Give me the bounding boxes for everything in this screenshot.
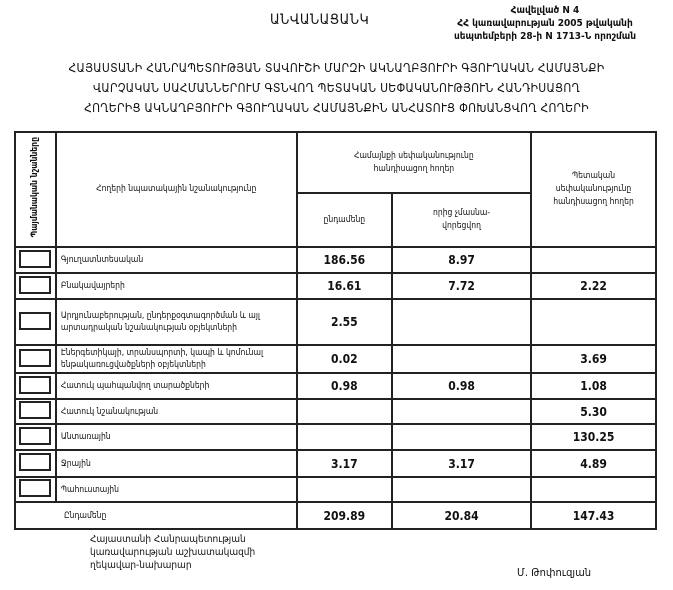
totals-state: 147.43 xyxy=(530,501,657,530)
legend-box-icon xyxy=(19,401,52,419)
document-heading: ՀԱՅԱՍՏԱՆԻ ՀԱՆՐԱՊԵՏՈՒԹՅԱՆ ՏԱՎՈՒՇԻ ՄԱՐԶԻ Ա… xyxy=(0,58,673,118)
of-which-value xyxy=(391,398,533,425)
row-label: Էներգետիկայի, տրանսպորտի, կապի և կոմունա… xyxy=(54,344,298,374)
community-total-value: 2.55 xyxy=(295,298,394,346)
table-row: Հատուկ նշանակության 5.30 xyxy=(14,398,657,425)
header-of-which: որից չմասնա-վորեցվող xyxy=(391,192,533,248)
community-total-value: 16.61 xyxy=(295,272,394,300)
table-row: Ջրային 3.17 3.17 4.89 xyxy=(14,449,657,478)
annex-line: սեպտեմբերի 28-ի N 1713-Ն որոշման xyxy=(453,31,637,42)
table-row: Արդյունաբերության, ընդերքօգտագործման և ա… xyxy=(14,298,657,346)
state-value xyxy=(530,246,657,274)
row-label: Արդյունաբերության, ընդերքօգտագործման և ա… xyxy=(54,298,298,346)
of-which-value: 7.72 xyxy=(391,272,533,300)
state-value: 1.08 xyxy=(530,372,657,400)
legend-symbol-cell xyxy=(14,298,57,346)
state-value: 2.22 xyxy=(530,272,657,300)
totals-community: 209.89 xyxy=(295,501,394,530)
state-value: 4.89 xyxy=(530,449,657,478)
header-symbols: Պայմանական նշանները xyxy=(14,131,57,248)
state-value: 5.30 xyxy=(530,398,657,425)
signatory-name: Մ. Թոփուզյան xyxy=(517,566,591,579)
of-which-value xyxy=(391,423,533,451)
community-total-value: 3.17 xyxy=(295,449,394,478)
legend-box-icon xyxy=(19,375,52,394)
of-which-value xyxy=(391,344,533,374)
row-label: Անտառային xyxy=(54,423,298,451)
of-which-value xyxy=(391,298,533,346)
community-total-value xyxy=(295,423,394,451)
table-row: Գյուղատնտեսական 186.56 8.97 xyxy=(14,246,657,274)
heading-line: ՀՈՂԵՐԻՑ ԱԿՆԱՂԲՅՈՒՐԻ ԳՅՈՒՂԱԿԱՆ ՀԱՄԱՅՆՔԻՆ … xyxy=(84,101,589,115)
document-title: ԱՆՎԱՆԱՑԱՆԿ xyxy=(270,12,370,28)
legend-symbol-cell xyxy=(14,272,57,300)
table-row: Բնակավայրերի 16.61 7.72 2.22 xyxy=(14,272,657,300)
table-row: Անտառային 130.25 xyxy=(14,423,657,451)
legend-box-icon xyxy=(19,453,52,471)
annex-reference: Հավելված N 4 ՀՀ կառավարության 2005 թվակա… xyxy=(420,4,670,43)
community-total-value: 186.56 xyxy=(295,246,394,274)
legend-symbol-cell xyxy=(14,398,57,425)
totals-row: Ընդամենը 209.89 20.84 147.43 xyxy=(14,501,657,530)
position-line: կառավարության աշխատակազմի xyxy=(90,547,256,558)
legend-symbol-cell xyxy=(14,246,57,274)
state-value: 130.25 xyxy=(530,423,657,451)
position-line: Հայաստանի Հանրապետության xyxy=(90,534,246,545)
annex-line: Հավելված N 4 xyxy=(510,5,580,16)
heading-line: ՎԱՐՉԱԿԱՆ ՍԱՀՄԱՆՆԵՐՈՒՄ ԳՏՆՎՈՂ ՊԵՏԱԿԱՆ ՍԵՓ… xyxy=(92,81,581,95)
legend-symbol-cell xyxy=(14,476,57,503)
header-state: Պետական սեփականությունը հանդիսացող հողեր xyxy=(530,131,657,248)
table-row: Պահուստային xyxy=(14,476,657,503)
annex-line: ՀՀ կառավարության 2005 թվականի xyxy=(457,18,633,29)
community-total-value: 0.98 xyxy=(295,372,394,400)
legend-box-icon xyxy=(19,348,52,367)
signatory-position: Հայաստանի Հանրապետության կառավարության ա… xyxy=(90,533,255,572)
heading-line: ՀԱՅԱՍՏԱՆԻ ՀԱՆՐԱՊԵՏՈՒԹՅԱՆ ՏԱՎՈՒՇԻ ՄԱՐԶԻ Ա… xyxy=(68,61,605,75)
header-total: ընդամենը xyxy=(295,192,394,248)
legend-symbol-cell xyxy=(14,423,57,451)
community-total-value xyxy=(295,398,394,425)
header-community-group: Համայնքի սեփականությունը հանդիսացող հողե… xyxy=(295,130,533,195)
of-which-value: 3.17 xyxy=(391,449,533,478)
row-label: Պահուստային xyxy=(54,476,298,503)
legend-box-icon xyxy=(19,275,52,294)
of-which-value: 0.98 xyxy=(391,372,533,400)
legend-symbol-cell xyxy=(14,372,57,400)
row-label: Գյուղատնտեսական xyxy=(54,246,298,274)
totals-of-which: 20.84 xyxy=(391,501,533,530)
row-label: Հատուկ նշանակության xyxy=(54,398,298,425)
legend-symbol-cell xyxy=(14,344,57,374)
legend-box-icon xyxy=(19,479,52,497)
legend-box-icon xyxy=(19,249,52,268)
totals-label: Ընդամենը xyxy=(14,501,298,530)
community-total-value xyxy=(295,476,394,503)
legend-symbol-cell xyxy=(14,449,57,478)
state-value: 3.69 xyxy=(530,344,657,374)
table-row: Էներգետիկայի, տրանսպորտի, կապի և կոմունա… xyxy=(14,344,657,374)
of-which-value: 8.97 xyxy=(391,246,533,274)
legend-box-icon xyxy=(19,426,52,445)
row-label: Հատուկ պահպանվող տարածքների xyxy=(54,372,298,400)
legend-box-icon xyxy=(19,311,52,330)
row-label: Բնակավայրերի xyxy=(54,272,298,300)
table-row: Հատուկ պահպանվող տարածքների 0.98 0.98 1.… xyxy=(14,372,657,400)
position-line: ղեկավար-նախարար xyxy=(90,560,192,571)
row-label: Ջրային xyxy=(54,449,298,478)
state-value xyxy=(530,298,657,346)
land-table: Պայմանական նշանները Հողերի նպատակային նշ… xyxy=(14,130,657,530)
of-which-value xyxy=(391,476,533,503)
state-value xyxy=(530,476,657,503)
community-total-value: 0.02 xyxy=(295,344,394,374)
header-purpose: Հողերի նպատակային նշանակությունը xyxy=(54,131,298,248)
